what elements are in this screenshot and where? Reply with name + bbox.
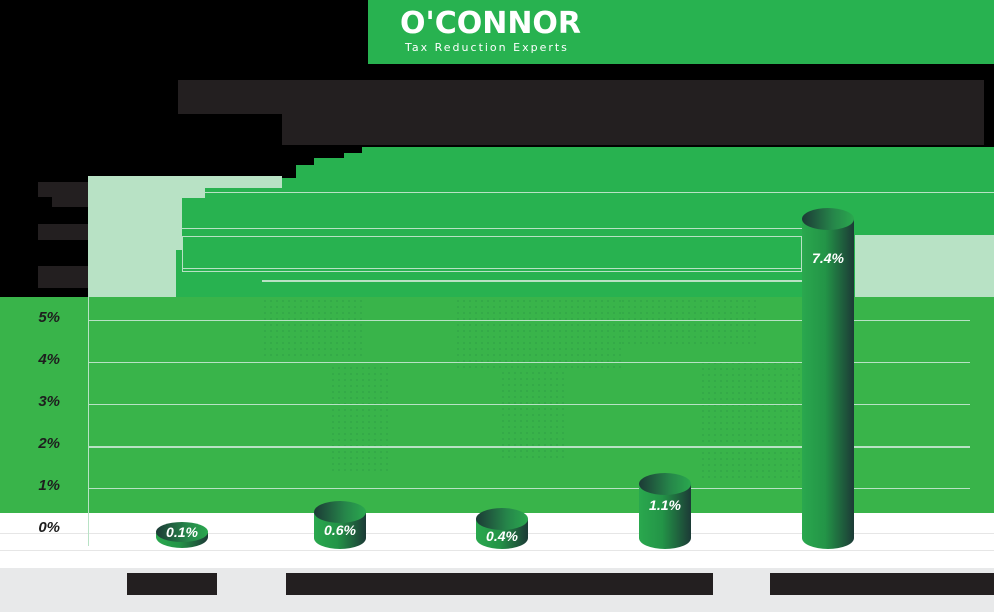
grid-box bbox=[182, 236, 802, 272]
brand-header bbox=[368, 0, 994, 64]
gridline-2 bbox=[88, 446, 970, 448]
grid-line bbox=[182, 268, 802, 269]
world-map-dots bbox=[455, 298, 625, 368]
gridline-5 bbox=[88, 320, 970, 321]
gridline-3 bbox=[88, 404, 970, 405]
gridline-1 bbox=[88, 488, 970, 489]
brand-logo: O'CONNOR bbox=[400, 6, 582, 41]
bar-2021-and-after: 7.4% bbox=[802, 208, 854, 549]
y-tick-0: 0% bbox=[38, 519, 60, 536]
x-label-1961-to-1980: 1961 to 1980 bbox=[286, 573, 554, 595]
y-tick-7-obscured bbox=[38, 224, 88, 240]
y-tick-1: 1% bbox=[38, 477, 60, 494]
x-label-2001-to-2020: 2001 to 2020 bbox=[540, 573, 713, 595]
plot-area-step bbox=[176, 250, 188, 297]
bar-value-label: 0.4% bbox=[486, 528, 518, 544]
y-tick-8-obscured bbox=[52, 195, 88, 207]
world-map-dots bbox=[262, 298, 362, 358]
y-tick-8-obscured bbox=[38, 182, 88, 197]
grid-line bbox=[262, 280, 802, 282]
world-map-dots bbox=[700, 360, 800, 480]
bar-1961-to-1980: 0.6% bbox=[314, 501, 366, 549]
y-tick-3: 3% bbox=[38, 393, 60, 410]
bar-before-1960: 0.1% bbox=[156, 522, 208, 548]
gridline-4 bbox=[88, 362, 970, 363]
plot-area-light-right bbox=[855, 235, 994, 298]
chart-title-line-2 bbox=[282, 113, 984, 145]
y-tick-5: 5% bbox=[38, 309, 60, 326]
brand-tagline: Tax Reduction Experts bbox=[405, 41, 569, 54]
world-map-dots bbox=[330, 365, 390, 475]
bar-1981-to-2000: 0.4% bbox=[476, 508, 528, 549]
y-tick-4: 4% bbox=[38, 351, 60, 368]
y-axis-line bbox=[88, 176, 89, 546]
x-label-2021-and-after: 2021 and after bbox=[770, 573, 994, 595]
plot-area-step bbox=[314, 158, 346, 297]
world-map-dots bbox=[620, 298, 760, 348]
plot-area-step bbox=[296, 165, 316, 297]
y-tick-6-obscured bbox=[38, 266, 88, 288]
bar-2001-to-2020: 1.1% bbox=[639, 473, 691, 549]
chart-title-line-1 bbox=[178, 80, 984, 114]
grid-line bbox=[88, 192, 994, 193]
plot-area-step bbox=[205, 188, 285, 297]
bar-value-label: 0.6% bbox=[324, 522, 356, 538]
y-tick-2: 2% bbox=[38, 435, 60, 452]
world-map-dots bbox=[500, 370, 565, 460]
bar-value-label: 0.1% bbox=[166, 524, 198, 540]
bar-value-label: 1.1% bbox=[649, 497, 681, 513]
plot-area-step bbox=[344, 153, 364, 297]
bar-value-label: 7.4% bbox=[812, 250, 844, 266]
x-label-before-1960: before 1960 bbox=[127, 573, 217, 595]
grid-line bbox=[182, 228, 802, 229]
